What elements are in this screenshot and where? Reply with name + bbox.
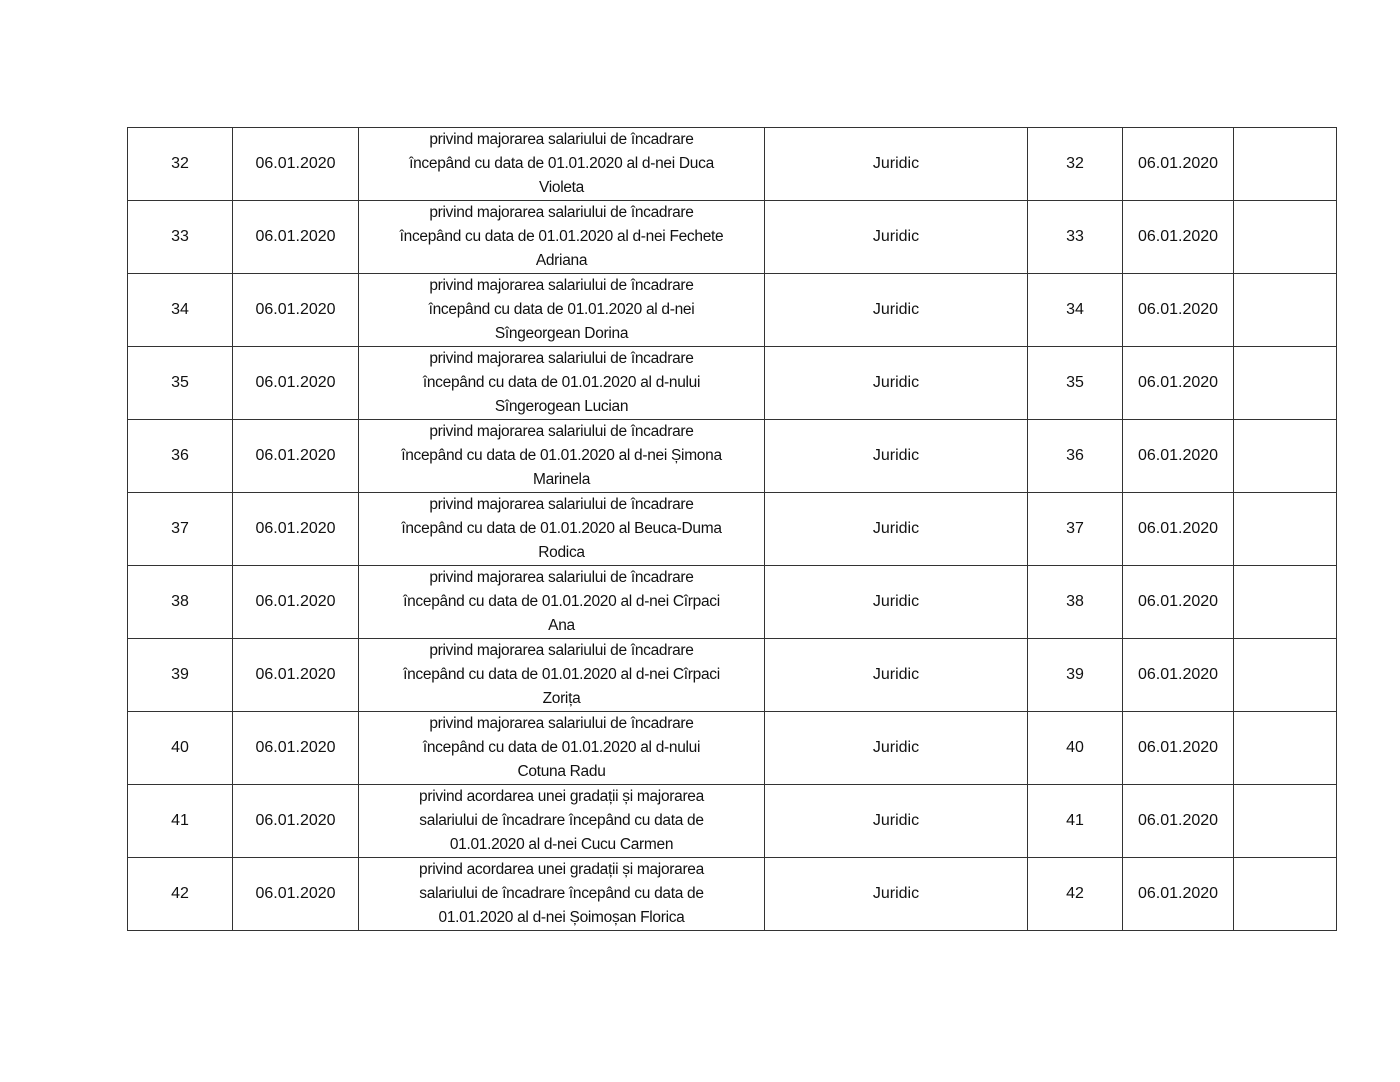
second-number-cell: 38	[1027, 565, 1123, 639]
date-cell: 06.01.2020	[232, 273, 359, 347]
department-cell: Juridic	[764, 638, 1028, 712]
department-cell: Juridic	[764, 419, 1028, 493]
notes-cell	[1233, 492, 1337, 566]
date-cell: 06.01.2020	[232, 784, 359, 858]
row-number-cell: 37	[127, 492, 233, 566]
second-number-cell: 34	[1027, 273, 1123, 347]
department-cell: Juridic	[764, 346, 1028, 420]
table-row: 39 06.01.2020 privind majorarea salariului…	[127, 638, 1337, 712]
second-date-cell: 06.01.2020	[1122, 492, 1234, 566]
department-cell: Juridic	[764, 711, 1028, 785]
notes-cell	[1233, 638, 1337, 712]
department-cell: Juridic	[764, 784, 1028, 858]
row-number-cell: 35	[127, 346, 233, 420]
notes-cell	[1233, 711, 1337, 785]
row-number-cell: 32	[127, 127, 233, 201]
table-row: 35 06.01.2020 privind majorarea salariului…	[127, 346, 1337, 420]
second-date-cell: 06.01.2020	[1122, 273, 1234, 347]
table-row: 34 06.01.2020 privind majorarea salariului…	[127, 273, 1337, 347]
second-date-cell: 06.01.2020	[1122, 784, 1234, 858]
table-row: 40 06.01.2020 privind majorarea salariului…	[127, 711, 1337, 785]
notes-cell	[1233, 565, 1337, 639]
second-date-cell: 06.01.2020	[1122, 346, 1234, 420]
date-cell: 06.01.2020	[232, 127, 359, 201]
second-date-cell: 06.01.2020	[1122, 419, 1234, 493]
row-number-cell: 39	[127, 638, 233, 712]
subject-cell: privind acordarea unei gradații și major…	[358, 784, 765, 858]
row-number-cell: 42	[127, 857, 233, 931]
date-cell: 06.01.2020	[232, 565, 359, 639]
date-cell: 06.01.2020	[232, 346, 359, 420]
subject-cell: privind majorarea salariului de încadrar…	[358, 638, 765, 712]
table-row: 33 06.01.2020 privind majorarea salariului…	[127, 200, 1337, 274]
second-date-cell: 06.01.2020	[1122, 565, 1234, 639]
department-cell: Juridic	[764, 273, 1028, 347]
second-number-cell: 37	[1027, 492, 1123, 566]
second-date-cell: 06.01.2020	[1122, 711, 1234, 785]
notes-cell	[1233, 346, 1337, 420]
second-number-cell: 32	[1027, 127, 1123, 201]
second-number-cell: 41	[1027, 784, 1123, 858]
table-body: 32 06.01.2020 privind majorarea salariului…	[127, 127, 1337, 931]
second-number-cell: 33	[1027, 200, 1123, 274]
table-row: 41 06.01.2020 privind acordarea unei grada…	[127, 784, 1337, 858]
row-number-cell: 41	[127, 784, 233, 858]
subject-cell: privind majorarea salariului de încadrar…	[358, 346, 765, 420]
second-number-cell: 42	[1027, 857, 1123, 931]
second-date-cell: 06.01.2020	[1122, 638, 1234, 712]
row-number-cell: 36	[127, 419, 233, 493]
department-cell: Juridic	[764, 200, 1028, 274]
department-cell: Juridic	[764, 127, 1028, 201]
subject-cell: privind majorarea salariului de încadrar…	[358, 492, 765, 566]
row-number-cell: 33	[127, 200, 233, 274]
table-row: 36 06.01.2020 privind majorarea salariului…	[127, 419, 1337, 493]
notes-cell	[1233, 200, 1337, 274]
row-number-cell: 40	[127, 711, 233, 785]
date-cell: 06.01.2020	[232, 857, 359, 931]
subject-cell: privind acordarea unei gradații și major…	[358, 857, 765, 931]
second-date-cell: 06.01.2020	[1122, 857, 1234, 931]
date-cell: 06.01.2020	[232, 419, 359, 493]
notes-cell	[1233, 857, 1337, 931]
notes-cell	[1233, 419, 1337, 493]
table-row: 37 06.01.2020 privind majorarea salariului…	[127, 492, 1337, 566]
row-number-cell: 38	[127, 565, 233, 639]
subject-cell: privind majorarea salariului de încadrar…	[358, 419, 765, 493]
subject-cell: privind majorarea salariului de încadrar…	[358, 200, 765, 274]
registry-table: 32 06.01.2020 privind majorarea salariului…	[127, 127, 1337, 931]
subject-cell: privind majorarea salariului de încadrar…	[358, 127, 765, 201]
date-cell: 06.01.2020	[232, 638, 359, 712]
subject-cell: privind majorarea salariului de încadrar…	[358, 273, 765, 347]
date-cell: 06.01.2020	[232, 492, 359, 566]
notes-cell	[1233, 273, 1337, 347]
table-row: 32 06.01.2020 privind majorarea salariului…	[127, 127, 1337, 201]
second-date-cell: 06.01.2020	[1122, 200, 1234, 274]
second-number-cell: 36	[1027, 419, 1123, 493]
second-number-cell: 40	[1027, 711, 1123, 785]
subject-cell: privind majorarea salariului de încadrar…	[358, 565, 765, 639]
department-cell: Juridic	[764, 565, 1028, 639]
date-cell: 06.01.2020	[232, 711, 359, 785]
table-row: 38 06.01.2020 privind majorarea salariului…	[127, 565, 1337, 639]
date-cell: 06.01.2020	[232, 200, 359, 274]
department-cell: Juridic	[764, 857, 1028, 931]
second-date-cell: 06.01.2020	[1122, 127, 1234, 201]
second-number-cell: 35	[1027, 346, 1123, 420]
subject-cell: privind majorarea salariului de încadrar…	[358, 711, 765, 785]
department-cell: Juridic	[764, 492, 1028, 566]
second-number-cell: 39	[1027, 638, 1123, 712]
table-row: 42 06.01.2020 privind acordarea unei grada…	[127, 857, 1337, 931]
row-number-cell: 34	[127, 273, 233, 347]
notes-cell	[1233, 784, 1337, 858]
notes-cell	[1233, 127, 1337, 201]
